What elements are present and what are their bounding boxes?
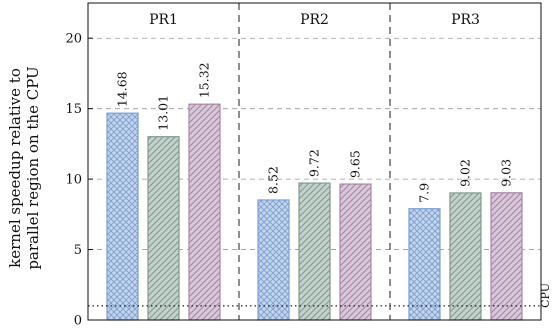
bar xyxy=(408,208,441,321)
value-label: 8.52 xyxy=(266,166,281,194)
bar xyxy=(339,183,372,321)
y-tick-label: 20 xyxy=(65,32,82,47)
bar xyxy=(449,192,482,321)
group-label-pr1: PR1 xyxy=(149,12,178,28)
value-label: 13.01 xyxy=(156,95,171,131)
value-label: 15.32 xyxy=(197,62,212,98)
y-tick-label: 0 xyxy=(74,314,82,328)
y-tick-label: 5 xyxy=(74,243,82,258)
value-label: 9.72 xyxy=(307,149,322,177)
plot-frame xyxy=(87,2,542,321)
value-label: 7.9 xyxy=(417,183,432,203)
bar xyxy=(106,112,139,321)
bars xyxy=(106,103,523,321)
y-axis-label-line-1: kernel speedup relative to xyxy=(6,68,24,268)
bar xyxy=(298,182,331,321)
y-tick-label: 15 xyxy=(65,102,82,117)
value-label: 9.03 xyxy=(499,159,514,187)
bar xyxy=(147,136,180,321)
bar xyxy=(257,199,290,321)
y-tick-label: 10 xyxy=(65,173,82,188)
cpu-reference-label: CPU xyxy=(539,283,552,308)
group-label-pr3: PR3 xyxy=(451,12,480,28)
value-label: 9.65 xyxy=(348,150,363,178)
value-label: 14.68 xyxy=(115,71,130,107)
bar xyxy=(188,103,221,321)
value-label: 9.02 xyxy=(458,159,473,187)
bar xyxy=(490,192,523,321)
group-label-pr2: PR2 xyxy=(300,12,329,28)
y-axis-label-line-2: parallel region on the CPU xyxy=(24,66,42,269)
